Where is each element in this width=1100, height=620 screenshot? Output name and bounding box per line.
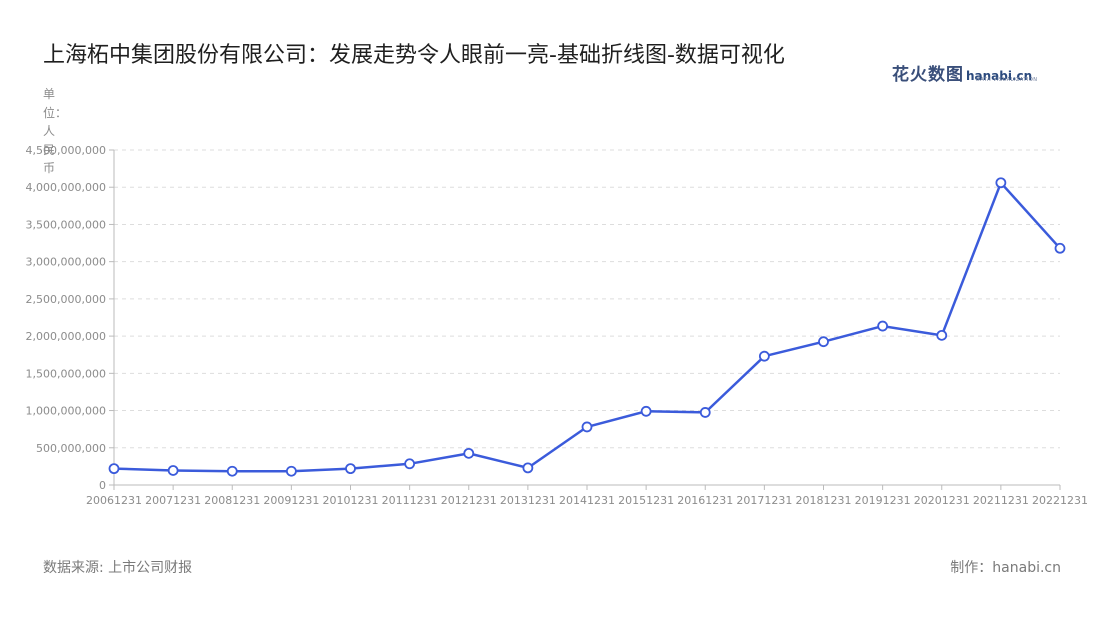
data-point: [699, 407, 711, 418]
brand-name-cn: 花火数图: [892, 65, 964, 85]
x-tick-label: 20181231: [796, 494, 852, 507]
data-point: [404, 458, 416, 470]
x-tick-label: 20111231: [382, 494, 438, 507]
x-tick-label: 20161231: [677, 494, 733, 507]
data-point: [818, 336, 829, 348]
x-tick-label: 20191231: [855, 494, 911, 507]
data-point: [522, 462, 534, 474]
x-tick-label: 20081231: [204, 494, 260, 507]
y-tick-label: 3,500,000,000: [26, 218, 106, 231]
x-tick-label: 20121231: [441, 494, 497, 507]
data-point: [1054, 242, 1066, 254]
data-point: [345, 463, 356, 475]
y-tick-label: 1,000,000,000: [26, 405, 106, 418]
x-tick-label: 20061231: [86, 494, 142, 507]
brand-name-en: hanabi.cn: [966, 69, 1033, 83]
maker-credit: 制作：hanabi.cn: [950, 560, 1061, 576]
x-tick-label: 20131231: [500, 494, 556, 507]
data-point: [167, 465, 179, 476]
y-tick-label: 4,000,000,000: [26, 181, 106, 194]
y-tick-label: 500,000,000: [36, 442, 106, 455]
y-tick-label: 3,000,000,000: [26, 256, 106, 269]
x-tick-label: 20221231: [1032, 494, 1088, 507]
data-point: [936, 329, 948, 341]
y-tick-label: 2,000,000,000: [26, 330, 106, 343]
x-tick-label: 20091231: [263, 494, 319, 507]
data-point: [581, 421, 593, 433]
brand-tagline: DATA VISUALIZATION: [976, 77, 1038, 83]
x-tick-label: 20171231: [736, 494, 792, 507]
data-point: [226, 465, 238, 477]
x-tick-label: 20071231: [145, 494, 201, 507]
y-tick-label: 4,500,000,000: [26, 144, 106, 157]
chart-title: 上海柘中集团股份有限公司：发展走势令人眼前一亮-基础折线图-数据可视化: [43, 43, 785, 68]
data-source: 数据来源: 上市公司财报: [43, 560, 193, 576]
x-tick-label: 20201231: [914, 494, 970, 507]
data-point: [995, 177, 1007, 189]
x-tick-label: 20151231: [618, 494, 674, 507]
y-tick-label: 0: [99, 479, 106, 492]
data-point: [877, 320, 889, 332]
y-tick-label: 2,500,000,000: [26, 293, 106, 306]
data-point: [285, 465, 297, 477]
data-point: [108, 463, 120, 475]
x-tick-label: 20101231: [323, 494, 379, 507]
data-point: [640, 405, 652, 417]
data-point: [758, 350, 770, 362]
y-tick-label: 1,500,000,000: [26, 367, 106, 380]
data-point: [463, 447, 475, 459]
x-tick-label: 20211231: [973, 494, 1029, 507]
x-tick-label: 20141231: [559, 494, 615, 507]
